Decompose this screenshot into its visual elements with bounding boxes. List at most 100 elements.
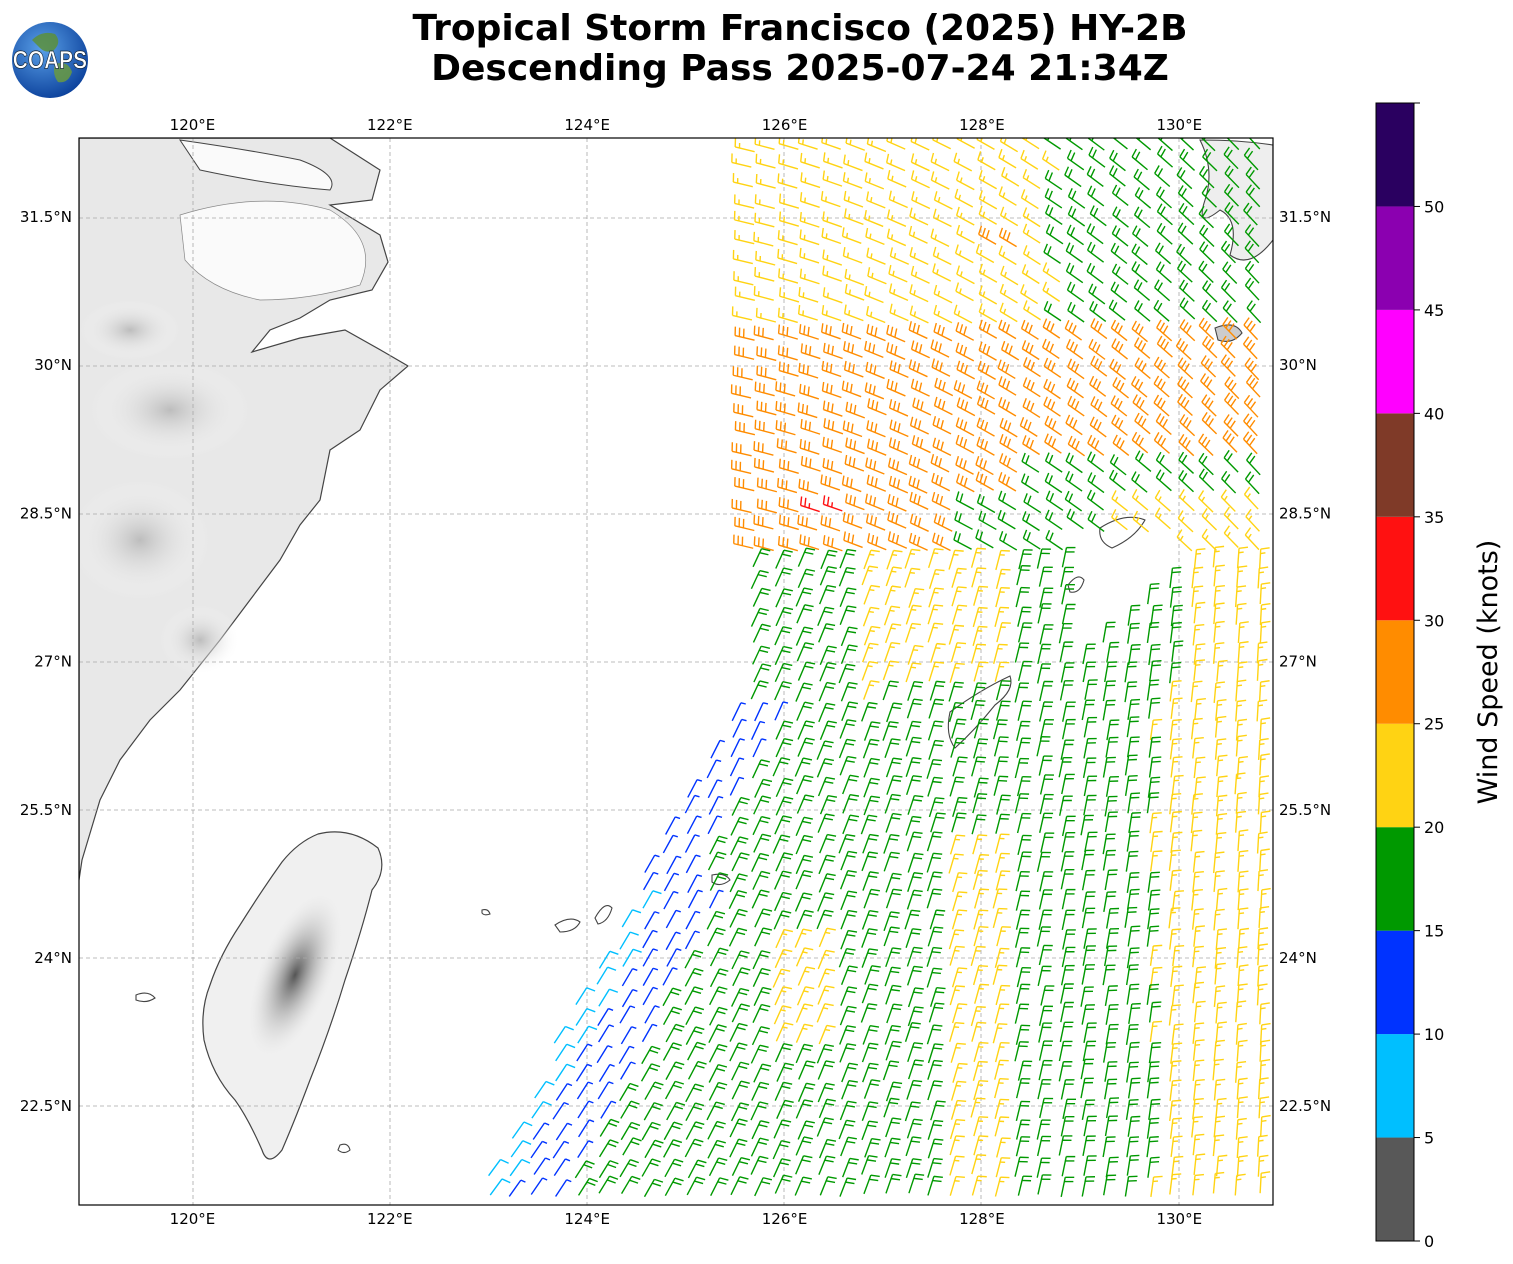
wind-barb [795,1023,814,1043]
wind-barb [796,986,815,1006]
wind-barb [862,606,880,627]
wind-barb [971,682,987,703]
wind-barb [864,285,884,304]
wind-barb [973,585,989,606]
wind-barb [1133,279,1151,301]
wind-barb [641,1023,658,1043]
wind-barb [1259,602,1271,625]
wind-barb [1147,583,1160,605]
wind-barb [1102,964,1116,986]
wind-barb [1061,831,1076,853]
wind-barb [1086,166,1104,187]
wind-barb [772,1158,791,1178]
wind-barb [1064,319,1083,341]
wind-barb [1243,147,1259,171]
wind-barb [752,623,771,643]
wind-barb [926,758,943,779]
wind-barb [1131,243,1148,266]
wind-barb [845,138,865,151]
wind-barb [684,794,700,814]
wind-barb [976,380,995,400]
colorbar-tick-label: 45 [1424,301,1444,320]
wind-barb [754,266,775,282]
wind-barb [731,852,750,872]
wind-barb [840,909,858,930]
wind-barb [733,534,754,549]
wind-barb [867,533,887,551]
wind-barb [795,1003,814,1023]
wind-barb [662,1006,683,1026]
wind-barb [729,873,748,893]
wind-barb [886,342,906,360]
wind-barb [951,604,968,625]
wind-barb [753,1063,772,1083]
wind-barb [906,831,923,852]
wind-barb [644,854,660,873]
wind-barb [839,587,857,607]
wind-barb [1147,871,1160,893]
wind-barb [976,395,996,415]
wind-barb [1082,643,1096,665]
wind-barb [753,986,772,1006]
wind-barb [951,812,967,833]
wind-barb [755,173,776,189]
wind-barb [1155,186,1173,209]
wind-barb [1021,264,1040,285]
wind-barb [909,207,929,226]
wind-barb [684,834,700,853]
wind-barb [1147,1156,1160,1178]
wind-barb [886,228,907,247]
wind-barb [978,205,997,225]
lon-label-bottom: 126°E [762,1210,808,1228]
wind-barb [1256,831,1268,854]
wind-barb [861,660,879,681]
wind-barb [553,1025,574,1044]
wind-barb [999,434,1018,454]
wind-barb [709,889,724,909]
wind-barb [1223,449,1239,473]
wind-barb [797,305,818,321]
lon-label-bottom: 120°E [170,1210,216,1228]
wind-barb [971,814,987,835]
wind-barb [1202,335,1218,359]
wind-barb [777,230,798,246]
wind-barb [995,568,1011,590]
wind-barb [1169,586,1182,608]
wind-barb [976,417,995,437]
wind-barb [932,416,952,435]
wind-barb [1222,300,1238,323]
wind-barb [1087,451,1105,473]
wind-barb [819,662,837,682]
wind-barb [1126,736,1140,758]
wind-barb [1066,281,1085,303]
wind-barb [907,872,924,892]
wind-barb [687,1060,707,1080]
wind-barb [778,154,799,170]
wind-barb [817,892,835,912]
wind-barb [1127,643,1141,665]
wind-barb [1178,470,1194,493]
wind-barb [1001,167,1020,187]
lat-label-right: 31.5°N [1279,208,1331,226]
wind-barb [733,210,755,226]
wind-barb [843,154,863,172]
wind-barb [840,626,858,647]
wind-barb [1213,1115,1226,1138]
wind-barb [1127,604,1141,626]
lat-label-right: 27°N [1279,653,1317,671]
wind-barb [774,626,793,646]
wind-barb [1215,1021,1227,1044]
wind-barb [1154,165,1171,188]
wind-barb [1213,908,1225,931]
wind-barb [753,286,774,301]
wind-barb [907,1006,924,1027]
wind-barb [777,173,798,189]
wind-barb [1259,1039,1271,1062]
wind-barb [971,1154,987,1175]
wind-barb [795,870,813,890]
wind-barb [1133,337,1151,359]
wind-barb [822,535,843,552]
wind-barb [905,757,922,777]
wind-barb [995,586,1010,608]
wind-barb [778,514,799,531]
